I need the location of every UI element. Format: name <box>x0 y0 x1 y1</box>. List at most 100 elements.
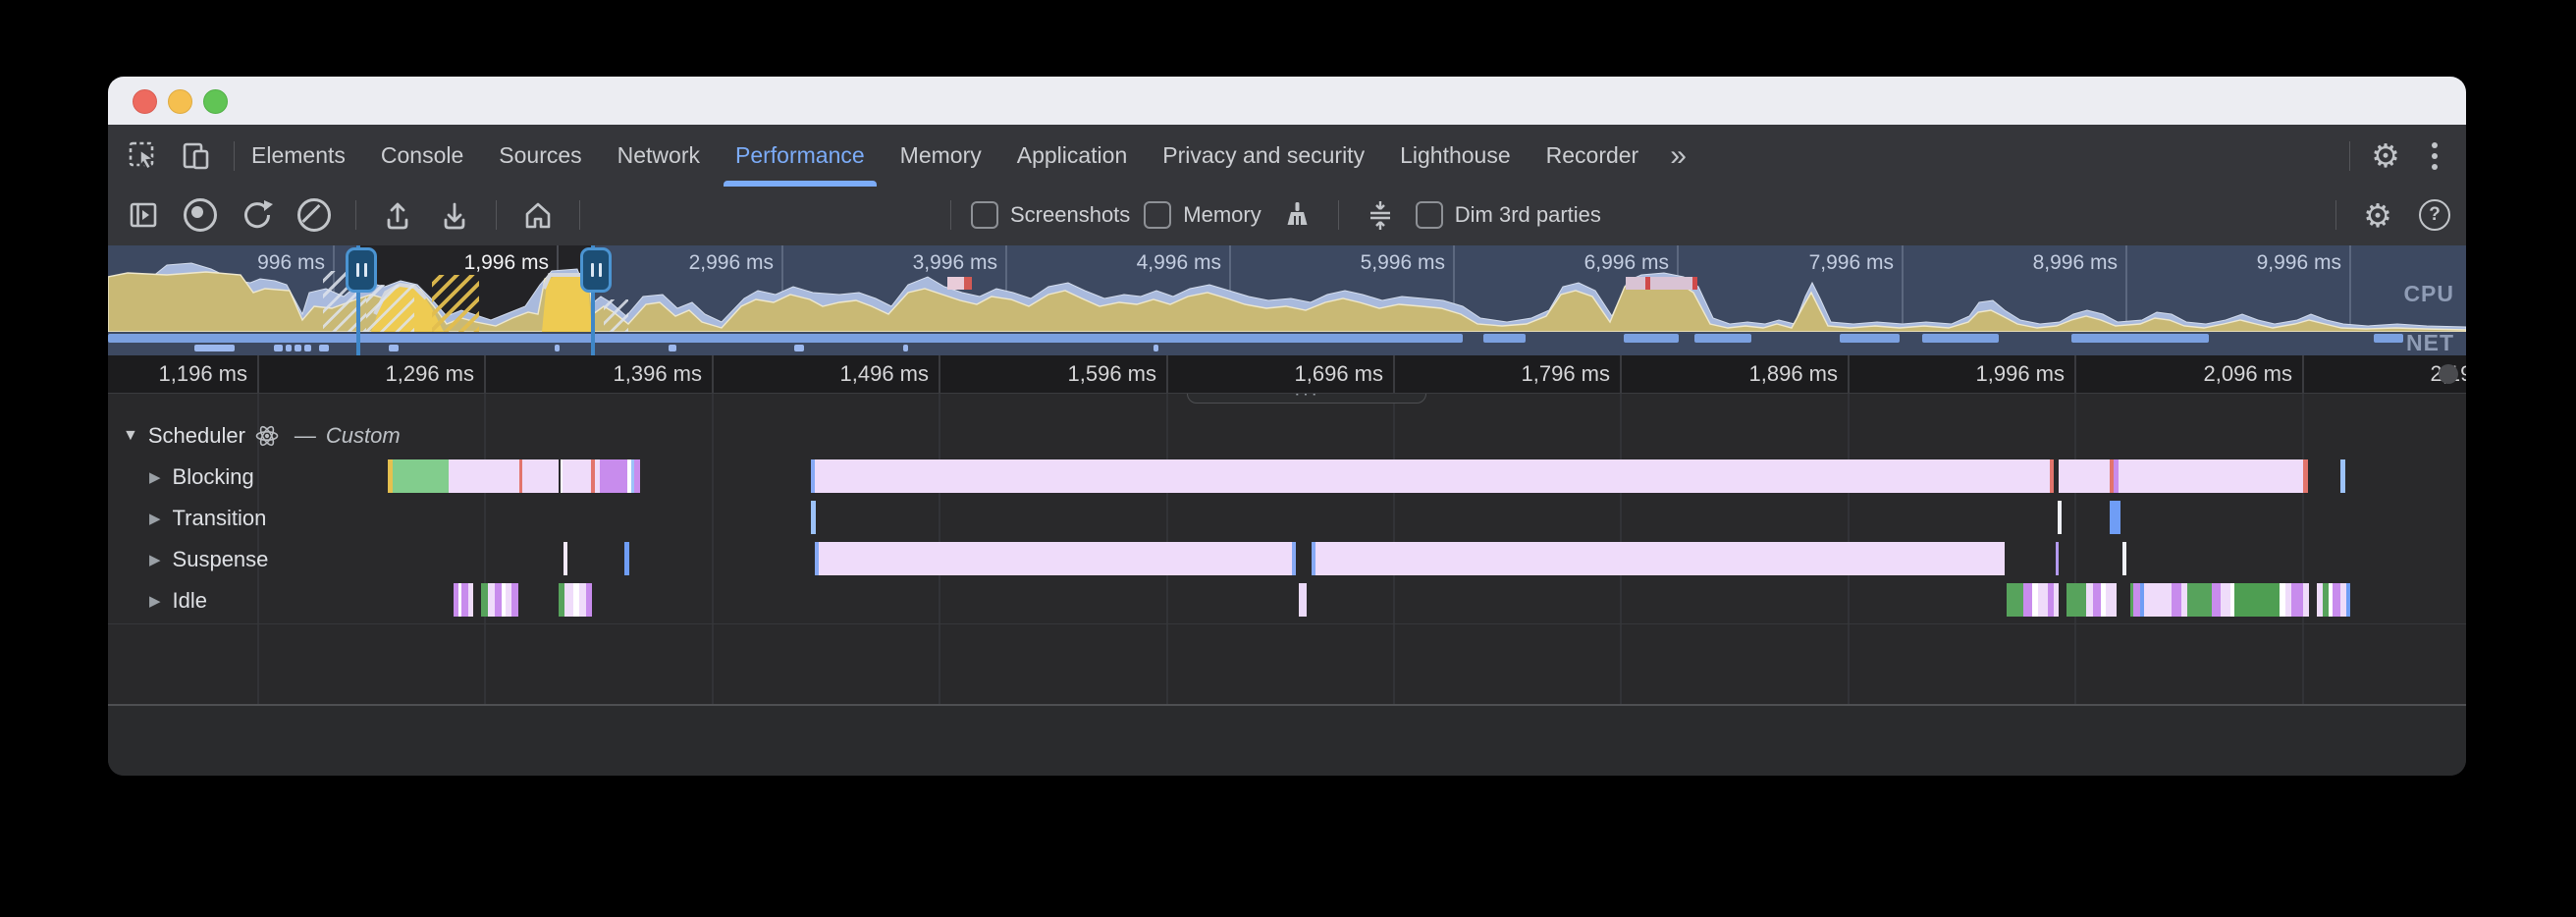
more-options-kebab-icon[interactable] <box>2415 135 2454 178</box>
flame-bar[interactable] <box>506 583 511 617</box>
flame-bar[interactable] <box>2110 459 2114 493</box>
flame-bar[interactable] <box>2234 583 2280 617</box>
tab-performance[interactable]: Performance <box>718 125 883 187</box>
flame-bar[interactable] <box>2323 583 2329 617</box>
flame-bar[interactable] <box>481 583 488 617</box>
collapse-caret-icon[interactable]: ▼ <box>123 427 138 444</box>
close-button[interactable] <box>133 89 157 114</box>
flame-bar[interactable] <box>2329 583 2333 617</box>
flame-bar[interactable] <box>2140 583 2144 617</box>
row-label-idle[interactable]: ▶ Idle <box>149 580 207 621</box>
flame-bar[interactable] <box>2333 583 2340 617</box>
tab-network[interactable]: Network <box>617 142 700 168</box>
checkbox-box[interactable] <box>1144 201 1172 229</box>
flame-bar[interactable] <box>519 459 522 493</box>
flame-bar[interactable] <box>2317 583 2323 617</box>
flame-bar[interactable] <box>579 583 586 617</box>
track-header-scheduler[interactable]: ▼ Scheduler — Custom <box>123 421 401 451</box>
flame-bar[interactable] <box>815 459 2050 493</box>
minimize-button[interactable] <box>168 89 192 114</box>
flame-bar[interactable] <box>573 583 579 617</box>
flame-bar[interactable] <box>511 583 518 617</box>
tab-application[interactable]: Application <box>1016 142 1128 168</box>
tab-lighthouse[interactable]: Lighthouse <box>1400 142 1511 168</box>
flame-bar[interactable] <box>819 542 1292 575</box>
left-drag-handle[interactable] <box>346 247 377 293</box>
flame-bar[interactable] <box>2285 583 2291 617</box>
flame-chart-tracks[interactable]: ··· ▼ Scheduler — Custom ▶ Blocking ▶ Trans… <box>108 394 2466 704</box>
toggle-sidebar-icon[interactable] <box>122 193 165 237</box>
flame-bar[interactable] <box>2101 583 2106 617</box>
flame-bar[interactable] <box>2048 583 2054 617</box>
flame-bar[interactable] <box>2187 583 2212 617</box>
flame-bar[interactable] <box>2110 501 2120 534</box>
flame-bar[interactable] <box>2230 583 2234 617</box>
flame-bar[interactable] <box>2303 459 2308 493</box>
checkbox-box[interactable] <box>1415 201 1443 229</box>
flame-bar[interactable] <box>815 542 819 575</box>
flame-bar[interactable] <box>2066 583 2086 617</box>
collect-garbage-brush-icon[interactable] <box>1275 193 1318 237</box>
flame-bar[interactable] <box>495 583 502 617</box>
flame-bar[interactable] <box>2106 583 2117 617</box>
timeline-overview-minimap[interactable]: 996 ms 1,996 ms 2,996 ms 3,996 ms 4,996 ms 5,… <box>108 245 2466 357</box>
flame-bar[interactable] <box>600 459 627 493</box>
flame-bar[interactable] <box>634 459 640 493</box>
flame-bar[interactable] <box>564 542 567 575</box>
flame-bar[interactable] <box>2058 501 2062 534</box>
checkbox-box[interactable] <box>971 201 998 229</box>
flame-bar[interactable] <box>2122 542 2126 575</box>
flame-bar[interactable] <box>2291 583 2303 617</box>
collapse-tracks-icon[interactable] <box>1359 193 1402 237</box>
live-metrics-home-icon[interactable] <box>516 193 560 237</box>
flame-bar[interactable] <box>559 583 564 617</box>
row-label-transition[interactable]: ▶ Transition <box>149 498 266 539</box>
flame-bar[interactable] <box>2340 583 2346 617</box>
flame-bar[interactable] <box>2007 583 2023 617</box>
expand-caret-icon[interactable]: ▶ <box>149 511 161 527</box>
flame-bar[interactable] <box>2093 583 2101 617</box>
expand-caret-icon[interactable]: ▶ <box>149 552 161 568</box>
clear-icon[interactable] <box>293 193 336 237</box>
flame-bar[interactable] <box>811 459 815 493</box>
flame-bar[interactable] <box>393 459 449 493</box>
flame-bar[interactable] <box>2119 459 2303 493</box>
tab-recorder[interactable]: Recorder <box>1545 142 1639 168</box>
tab-console[interactable]: Console <box>380 142 464 168</box>
flame-bar[interactable] <box>561 459 563 493</box>
flame-bar[interactable] <box>2050 459 2054 493</box>
flame-bar[interactable] <box>488 583 495 617</box>
tab-sources[interactable]: Sources <box>499 142 582 168</box>
flame-bar[interactable] <box>586 583 592 617</box>
flame-bar[interactable] <box>2054 583 2059 617</box>
screenshots-checkbox[interactable]: Screenshots <box>971 201 1130 229</box>
flame-bar[interactable] <box>2303 583 2309 617</box>
selection-right-edge[interactable] <box>591 245 595 355</box>
scrollbar-thumb[interactable] <box>2439 364 2458 384</box>
flame-bar[interactable] <box>2114 459 2119 493</box>
tab-privacy-and-security[interactable]: Privacy and security <box>1162 142 1366 168</box>
capture-settings-gear-icon[interactable]: ⚙ <box>2363 196 2392 234</box>
reload-and-record-icon[interactable] <box>236 193 279 237</box>
inspect-icon[interactable] <box>122 135 165 178</box>
flame-bar[interactable] <box>1299 583 1307 617</box>
flame-bar[interactable] <box>563 459 591 493</box>
flame-bar[interactable] <box>1312 542 1315 575</box>
flame-bar[interactable] <box>627 459 631 493</box>
flame-bar[interactable] <box>2130 583 2133 617</box>
flame-bar[interactable] <box>631 459 634 493</box>
settings-gear-icon[interactable]: ⚙ <box>2371 137 2400 174</box>
flame-bar[interactable] <box>2212 583 2221 617</box>
upload-profile-icon[interactable] <box>376 193 419 237</box>
tab-elements[interactable]: Elements <box>251 142 346 168</box>
expand-caret-icon[interactable]: ▶ <box>149 593 161 610</box>
flame-bar[interactable] <box>2023 583 2032 617</box>
help-icon[interactable]: ? <box>2413 193 2456 237</box>
right-drag-handle[interactable] <box>580 247 612 293</box>
memory-checkbox[interactable]: Memory <box>1144 201 1261 229</box>
flame-bar[interactable] <box>388 459 393 493</box>
flame-bar[interactable] <box>502 583 506 617</box>
more-tabs-chevron-icon[interactable]: » <box>1670 138 1687 172</box>
flame-bar[interactable] <box>454 583 458 617</box>
flame-bar[interactable] <box>2340 459 2345 493</box>
